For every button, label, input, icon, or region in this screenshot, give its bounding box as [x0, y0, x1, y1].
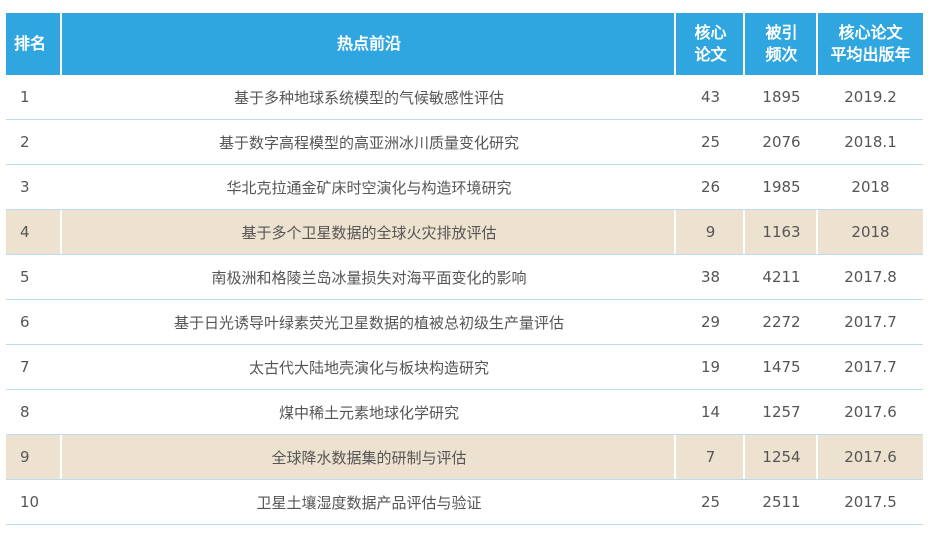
header-citations: 被引频次	[745, 13, 818, 75]
table-row: 3 华北克拉通金矿床时空演化与构造环境研究 26 1985 2018	[6, 165, 923, 210]
topic-cell: 太古代大陆地壳演化与板块构造研究	[62, 345, 676, 390]
citations-cell: 1475	[745, 345, 818, 390]
citations-cell: 2511	[745, 480, 818, 525]
avg-year-cell: 2017.6	[818, 435, 923, 480]
core-papers-cell: 25	[676, 480, 745, 525]
table-row: 5 南极洲和格陵兰岛冰量损失对海平面变化的影响 38 4211 2017.8	[6, 255, 923, 300]
avg-year-cell: 2019.2	[818, 75, 923, 120]
topic-cell: 基于多种地球系统模型的气候敏感性评估	[62, 75, 676, 120]
citations-cell: 4211	[745, 255, 818, 300]
header-line: 平均出版年	[830, 45, 911, 64]
rank-cell: 5	[6, 255, 62, 300]
table-row: 10 卫星土壤湿度数据产品评估与验证 25 2511 2017.5	[6, 480, 923, 525]
table-row: 8 煤中稀土元素地球化学研究 14 1257 2017.6	[6, 390, 923, 435]
citations-cell: 1257	[745, 390, 818, 435]
hot-fronts-table: 排名 热点前沿 核心 论文 被引频次 核心论文 平均出版年 1 基于多种地球系统模型的…	[6, 13, 923, 525]
avg-year-cell: 2018	[818, 165, 923, 210]
header-rank: 排名	[6, 13, 62, 75]
header-line: 论文	[694, 45, 727, 64]
core-papers-cell: 9	[676, 210, 745, 255]
core-papers-cell: 38	[676, 255, 745, 300]
table-row: 4 基于多个卫星数据的全球火灾排放评估 9 1163 2018	[6, 210, 923, 255]
rank-cell: 6	[6, 300, 62, 345]
avg-year-cell: 2018.1	[818, 120, 923, 165]
header-line: 核心	[694, 23, 727, 42]
rank-cell: 8	[6, 390, 62, 435]
topic-cell: 全球降水数据集的研制与评估	[62, 435, 676, 480]
table-row: 6 基于日光诱导叶绿素荧光卫星数据的植被总初级生产量评估 29 2272 2017.7	[6, 300, 923, 345]
avg-year-cell: 2017.6	[818, 390, 923, 435]
rank-cell: 10	[6, 480, 62, 525]
citations-cell: 1985	[745, 165, 818, 210]
avg-year-cell: 2017.8	[818, 255, 923, 300]
avg-year-cell: 2017.5	[818, 480, 923, 525]
avg-year-cell: 2017.7	[818, 345, 923, 390]
avg-year-cell: 2018	[818, 210, 923, 255]
table-row: 1 基于多种地球系统模型的气候敏感性评估 43 1895 2019.2	[6, 75, 923, 120]
table-row: 7 太古代大陆地壳演化与板块构造研究 19 1475 2017.7	[6, 345, 923, 390]
topic-cell: 基于日光诱导叶绿素荧光卫星数据的植被总初级生产量评估	[62, 300, 676, 345]
header-line: 核心论文	[838, 23, 903, 42]
avg-year-cell: 2017.7	[818, 300, 923, 345]
rank-cell: 3	[6, 165, 62, 210]
core-papers-cell: 14	[676, 390, 745, 435]
header-avg-year: 核心论文 平均出版年	[818, 13, 923, 75]
citations-cell: 1163	[745, 210, 818, 255]
core-papers-cell: 26	[676, 165, 745, 210]
rank-cell: 7	[6, 345, 62, 390]
header-row: 排名 热点前沿 核心 论文 被引频次 核心论文 平均出版年	[6, 13, 923, 75]
header-core-papers: 核心 论文	[676, 13, 745, 75]
core-papers-cell: 19	[676, 345, 745, 390]
rank-cell: 1	[6, 75, 62, 120]
topic-cell: 基于数字高程模型的高亚洲冰川质量变化研究	[62, 120, 676, 165]
table-row: 9 全球降水数据集的研制与评估 7 1254 2017.6	[6, 435, 923, 480]
citations-cell: 2076	[745, 120, 818, 165]
topic-cell: 南极洲和格陵兰岛冰量损失对海平面变化的影响	[62, 255, 676, 300]
citations-cell: 2272	[745, 300, 818, 345]
core-papers-cell: 25	[676, 120, 745, 165]
rank-cell: 4	[6, 210, 62, 255]
citations-cell: 1254	[745, 435, 818, 480]
topic-cell: 基于多个卫星数据的全球火灾排放评估	[62, 210, 676, 255]
header-citations-label: 被引频次	[765, 23, 798, 64]
rank-cell: 9	[6, 435, 62, 480]
rank-cell: 2	[6, 120, 62, 165]
core-papers-cell: 7	[676, 435, 745, 480]
citations-cell: 1895	[745, 75, 818, 120]
topic-cell: 卫星土壤湿度数据产品评估与验证	[62, 480, 676, 525]
core-papers-cell: 29	[676, 300, 745, 345]
topic-cell: 华北克拉通金矿床时空演化与构造环境研究	[62, 165, 676, 210]
core-papers-cell: 43	[676, 75, 745, 120]
topic-cell: 煤中稀土元素地球化学研究	[62, 390, 676, 435]
header-topic: 热点前沿	[62, 13, 676, 75]
table-row: 2 基于数字高程模型的高亚洲冰川质量变化研究 25 2076 2018.1	[6, 120, 923, 165]
